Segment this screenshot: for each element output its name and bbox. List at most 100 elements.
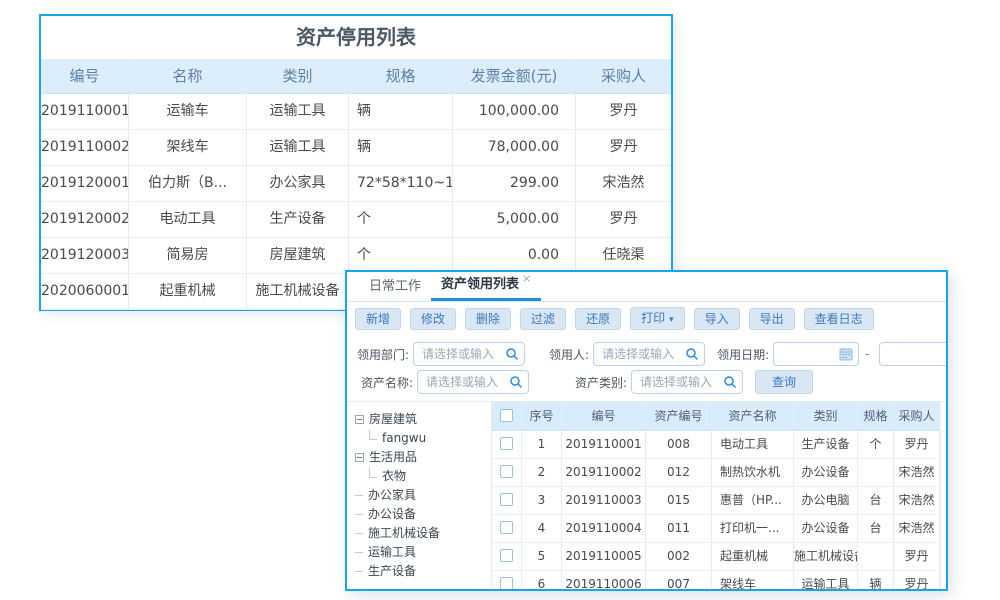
tree-label: 办公家具 [368, 488, 417, 502]
purchaser-link[interactable]: 罗丹 [894, 571, 940, 589]
dept-input[interactable] [413, 342, 526, 366]
purchaser-link[interactable]: 任晓渠 [576, 238, 671, 274]
date-end-input[interactable] [879, 342, 946, 366]
asset-type-input[interactable] [631, 370, 743, 394]
purchaser-link[interactable]: 罗丹 [576, 202, 671, 238]
asset-code-link[interactable]: 002 [646, 543, 712, 571]
purchaser-link[interactable]: 罗丹 [894, 543, 940, 571]
purchaser-link[interactable]: 宋浩然 [894, 459, 940, 487]
asset-name-label: 资产名称: [360, 375, 413, 390]
asset-number-link[interactable]: 2019110002 [562, 459, 646, 487]
asset-number-link[interactable]: 2019110005 [562, 543, 646, 571]
invoice-amount: 78,000.00 [453, 130, 576, 166]
collapse-icon[interactable] [355, 453, 364, 462]
purchaser-link[interactable]: 罗丹 [894, 431, 940, 459]
tree-node-branch[interactable]: 房屋建筑 [355, 410, 491, 429]
search-icon[interactable] [505, 347, 519, 361]
tree-dash-connector [355, 495, 363, 496]
search-icon[interactable] [685, 347, 699, 361]
asset-number-link[interactable]: 2019120003 [41, 238, 129, 274]
user-input-wrap [593, 342, 706, 366]
row-checkbox[interactable] [500, 436, 513, 450]
asset-name-link[interactable]: 运输车 [129, 94, 247, 130]
tree-node-child[interactable]: 衣物 [355, 467, 491, 486]
asset-name-link[interactable]: 架线车 [129, 130, 247, 166]
row-checkbox[interactable] [500, 576, 513, 589]
asset-code-link[interactable]: 011 [646, 515, 712, 543]
purchaser-link[interactable]: 宋浩然 [576, 166, 671, 202]
scrollbar-track[interactable] [940, 402, 946, 589]
asset-name-link[interactable]: 电动工具 [129, 202, 247, 238]
tree-node-leaf[interactable]: 办公设备 [355, 505, 491, 524]
purchaser-link[interactable]: 罗丹 [576, 94, 671, 130]
asset-number-link[interactable]: 2020060001 [41, 274, 129, 310]
purchaser-link[interactable]: 罗丹 [576, 130, 671, 166]
row-checkbox[interactable] [500, 548, 513, 562]
add-button[interactable]: 新增 [355, 307, 402, 330]
asset-number-link[interactable]: 2019110003 [562, 487, 646, 515]
import-button[interactable]: 导入 [693, 307, 740, 330]
purchaser-link[interactable]: 宋浩然 [894, 515, 940, 543]
asset-name-link[interactable]: 架线车 [712, 571, 794, 589]
asset-number-link[interactable]: 2019110002 [41, 130, 129, 166]
asset-code-link[interactable]: 007 [646, 571, 712, 589]
search-icon[interactable] [509, 375, 523, 389]
export-button[interactable]: 导出 [748, 307, 795, 330]
calendar-icon[interactable] [839, 347, 853, 361]
close-icon[interactable]: × [522, 272, 532, 285]
tab-daily-work[interactable]: 日常工作 [359, 272, 431, 301]
asset-number-link[interactable]: 2019110001 [562, 431, 646, 459]
asset-name-input[interactable] [417, 370, 529, 394]
asset-name-link[interactable]: 简易房 [129, 238, 247, 274]
select-all-checkbox[interactable] [500, 408, 513, 422]
tree-elbow-connector [369, 429, 377, 440]
purchaser-link[interactable]: 宋浩然 [894, 487, 940, 515]
asset-spec: 台 [858, 487, 894, 515]
asset-code-link[interactable]: 012 [646, 459, 712, 487]
tree-node-leaf[interactable]: 办公家具 [355, 486, 491, 505]
tab-asset-requisition-list[interactable]: 资产领用列表 × [431, 272, 542, 301]
asset-number-link[interactable]: 2019120001 [41, 166, 129, 202]
search-icon[interactable] [723, 375, 737, 389]
query-button[interactable]: 查询 [755, 370, 814, 394]
asset-category: 办公设备 [794, 515, 858, 543]
row-checkbox[interactable] [500, 492, 513, 506]
asset-name-link[interactable]: 惠普（HP... [712, 487, 794, 515]
tree-node-branch[interactable]: 生活用品 [355, 448, 491, 467]
chevron-down-icon: ▾ [669, 315, 674, 325]
asset-code-link[interactable]: 015 [646, 487, 712, 515]
row-checkbox-cell [492, 459, 522, 487]
print-dropdown-button[interactable]: 打印 ▾ [630, 307, 685, 330]
tree-node-child[interactable]: fangwu [355, 429, 491, 448]
restore-button[interactable]: 还原 [575, 307, 622, 330]
asset-number-link[interactable]: 2019120002 [41, 202, 129, 238]
asset-spec: 辆 [349, 130, 453, 166]
collapse-icon[interactable] [355, 415, 364, 424]
tree-node-leaf[interactable]: 生产设备 [355, 562, 491, 581]
row-checkbox[interactable] [500, 464, 513, 478]
tree-node-leaf[interactable]: 施工机械设备 [355, 524, 491, 543]
delete-button[interactable]: 删除 [465, 307, 512, 330]
filter-button[interactable]: 过滤 [520, 307, 567, 330]
user-input[interactable] [593, 342, 706, 366]
asset-name-link[interactable]: 制热饮水机 [712, 459, 794, 487]
column-header: 发票金额(元) [453, 59, 576, 94]
edit-button[interactable]: 修改 [410, 307, 457, 330]
asset-name-link[interactable]: 起重机械 [712, 543, 794, 571]
asset-number-link[interactable]: 2019110006 [562, 571, 646, 589]
view-log-button[interactable]: 查看日志 [803, 307, 874, 330]
asset-code-link[interactable]: 008 [646, 431, 712, 459]
toolbar: 新增 修改 删除 过滤 还原 打印 ▾ 导入 导出 查看日志 [347, 302, 946, 335]
asset-name-link[interactable]: 电动工具 [712, 431, 794, 459]
page-title: 资产停用列表 [296, 25, 416, 49]
tree-label: 运输工具 [368, 545, 417, 559]
tree-node-leaf[interactable]: 运输工具 [355, 543, 491, 562]
asset-number-link[interactable]: 2019110001 [41, 94, 129, 130]
date-start-input[interactable] [773, 342, 860, 366]
asset-name-link[interactable]: 打印机一... [712, 515, 794, 543]
asset-name-link[interactable]: 伯力斯（B... [129, 166, 247, 202]
asset-name-link[interactable]: 起重机械 [129, 274, 247, 310]
row-checkbox[interactable] [500, 520, 513, 534]
asset-category: 运输工具 [794, 571, 858, 589]
asset-number-link[interactable]: 2019110004 [562, 515, 646, 543]
